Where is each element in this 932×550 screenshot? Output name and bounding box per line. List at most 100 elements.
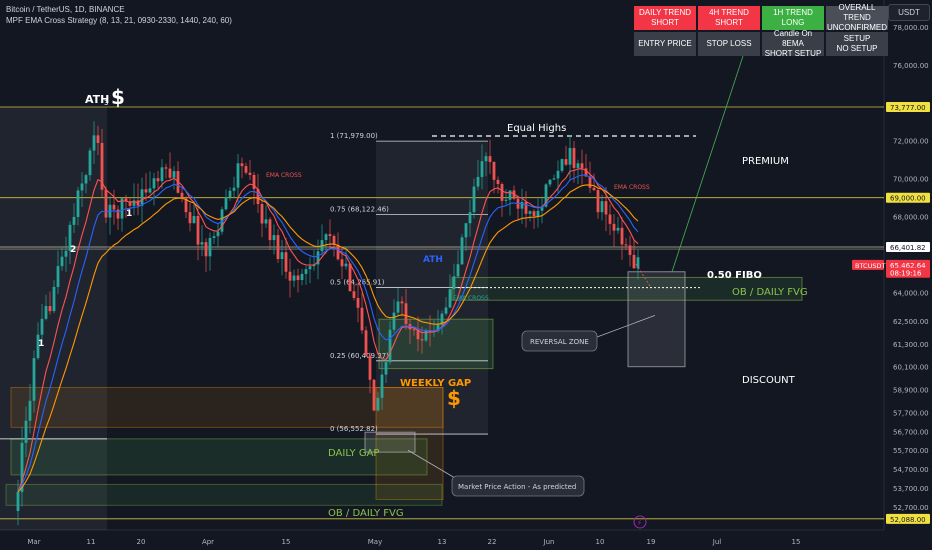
candle-body: [64, 250, 68, 257]
candle-body: [604, 201, 608, 215]
fib-level-label: 0.5 (64,265.91): [330, 279, 385, 287]
candle-body: [224, 197, 228, 210]
candle-body: [288, 271, 292, 281]
candle-body: [264, 219, 268, 224]
candle-body: [228, 190, 232, 198]
ema-cross-label: EMA CROSS: [266, 172, 302, 179]
y-tick-label: 68,000.00: [893, 214, 929, 222]
x-tick-label: 11: [87, 538, 96, 546]
price-label: 66,401.82: [890, 244, 926, 252]
candle-body: [504, 199, 508, 201]
y-tick-label: 53,700.00: [893, 485, 929, 493]
candle-body: [488, 156, 492, 163]
candle-body: [376, 397, 380, 411]
4h-trend-cell: 4H TREND SHORT: [698, 6, 760, 30]
callout-box: [521, 330, 598, 352]
wave-2-label: 2: [70, 245, 76, 255]
candle-body: [540, 206, 544, 211]
price-label: 69,000.00: [890, 195, 926, 203]
candle-body: [272, 235, 276, 241]
fib-level-label: 0.25 (60,409.37): [330, 352, 389, 360]
symbol-tag: BTCUSDT: [855, 262, 885, 270]
candle-body: [28, 400, 32, 421]
1h-trend-cell: 1H TREND LONG: [762, 6, 824, 30]
candle-body: [280, 252, 284, 260]
candle-body: [292, 275, 296, 281]
candle-body: [528, 211, 532, 214]
y-tick-label: 57,700.00: [893, 409, 929, 417]
candle-body: [260, 204, 264, 224]
candle-body: [84, 175, 88, 184]
discount-label: DISCOUNT: [742, 375, 796, 386]
ob-zone-may: [378, 318, 494, 370]
candle-body: [592, 187, 596, 191]
candle-body: [600, 201, 604, 213]
candle-body: [164, 167, 168, 169]
candle-body: [452, 276, 456, 290]
candle-body: [552, 178, 556, 180]
candle-body: [424, 330, 428, 341]
candle-body: [548, 179, 552, 185]
ob-fvg-upper-label: OB / DAILY FVG: [732, 287, 808, 298]
candle-body: [632, 254, 636, 269]
candle-body: [416, 330, 420, 340]
candle-body: [352, 291, 356, 298]
candle-body: [96, 135, 100, 143]
candle-body: [532, 211, 536, 217]
y-tick-label: 52,700.00: [893, 504, 929, 512]
candle-body: [200, 242, 204, 245]
wave-1b-label: 1: [126, 209, 132, 219]
candle-body: [88, 150, 92, 176]
candle-body: [356, 297, 360, 308]
symbol-title: Bitcoin / TetherUS, 1D, BINANCE: [6, 5, 125, 14]
candle-body: [420, 339, 424, 341]
candle-body: [576, 163, 580, 168]
candle-body: [456, 264, 460, 277]
candle-body: [152, 178, 156, 189]
y-tick-label: 54,700.00: [893, 466, 929, 474]
candle-body: [212, 236, 216, 239]
candle-body: [180, 192, 184, 199]
ob-fvg-lower-label: OB / DAILY FVG: [328, 508, 404, 519]
setup-connector-line: [671, 55, 744, 272]
callout-box: [451, 475, 585, 497]
candle-body: [568, 147, 572, 165]
candle-body: [300, 273, 304, 281]
ath-label: ATH: [85, 93, 109, 106]
candle-body: [588, 176, 592, 188]
candle-body: [624, 244, 628, 246]
candle-body: [336, 244, 340, 260]
candle-body: [332, 235, 336, 245]
ath-blue-label: ATH: [423, 255, 443, 265]
candle-body: [616, 227, 620, 231]
candle-body: [44, 306, 48, 319]
y-tick-label: 78,000.00: [893, 24, 929, 32]
candle-body: [344, 263, 348, 267]
candle-body: [148, 188, 152, 193]
entry-price-cell: ENTRY PRICE: [634, 32, 696, 56]
candle-body: [608, 214, 612, 224]
y-tick-label: 62,500.00: [893, 318, 929, 326]
symbol-tag-box: [852, 259, 884, 270]
price-label: 52,088.00: [890, 516, 926, 524]
candle-body: [628, 245, 632, 255]
candle-body: [444, 307, 448, 314]
reversal-zone-box: [627, 271, 686, 368]
candle-body: [580, 163, 584, 169]
currency-button[interactable]: USDT: [888, 4, 930, 21]
indicator-title[interactable]: MPF EMA Cross Strategy (8, 13, 21, 0930-…: [6, 16, 232, 25]
candle-body: [168, 168, 172, 178]
candle-body: [56, 266, 60, 287]
candle-body: [112, 204, 116, 210]
candle-body: [232, 187, 236, 191]
lightning-glyph: ⚡: [637, 519, 642, 527]
candle-body: [252, 174, 256, 190]
candle-body: [396, 301, 400, 313]
candle-body: [460, 237, 464, 265]
ath-dollar-icon: $: [111, 85, 125, 109]
candle-body: [72, 216, 76, 225]
y-tick-label: 58,900.00: [893, 386, 929, 394]
candle-body: [492, 162, 496, 180]
